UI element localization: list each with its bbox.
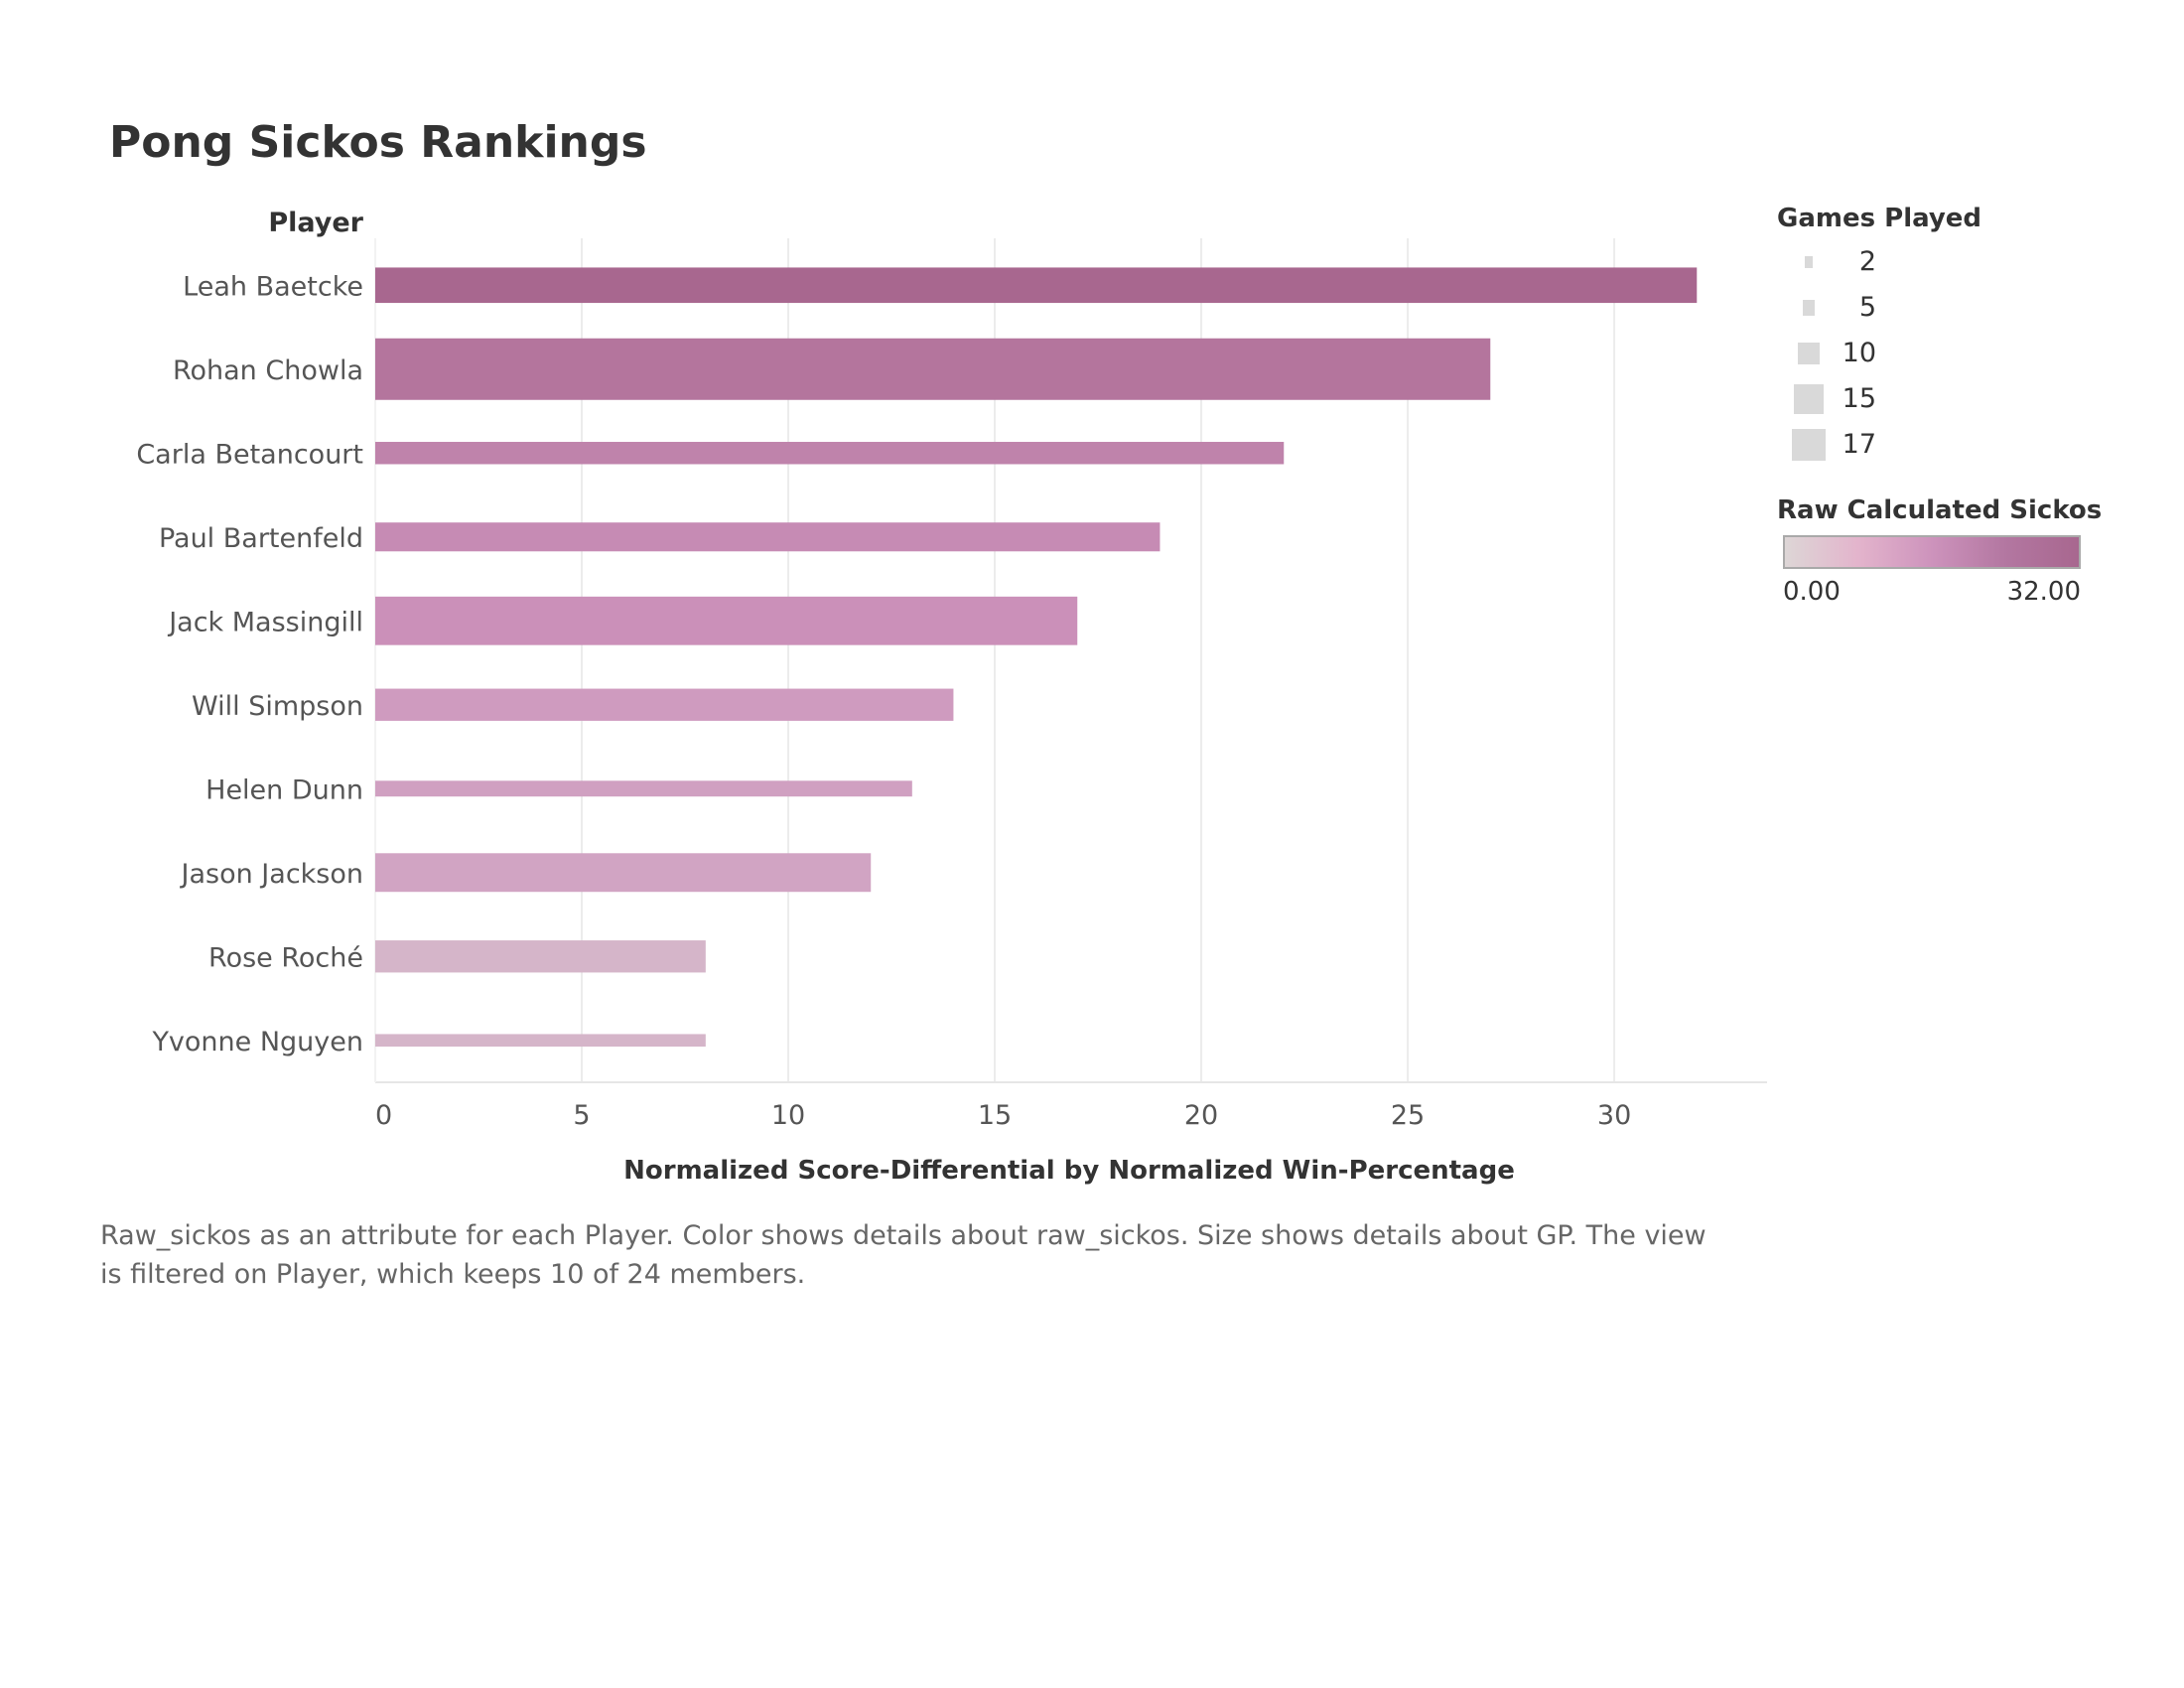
color-max-label: 32.00 [2006, 577, 2081, 607]
x-axis-title: Normalized Score-Differential by Normali… [623, 1156, 1515, 1186]
size-swatch [1793, 384, 1825, 414]
x-tick-label: 10 [771, 1100, 805, 1131]
chart-caption: Raw_sickos as an attribute for each Play… [100, 1220, 1706, 1290]
size-swatch [1802, 299, 1816, 317]
color-gradient [1783, 535, 2081, 569]
x-axis-ticks: 0 5 10 15 20 25 30 [375, 1100, 1631, 1131]
color-min-label: 0.00 [1783, 577, 1841, 607]
size-legend: 2 5 10 15 17 [1777, 239, 2105, 468]
x-tick-label: 25 [1391, 1100, 1425, 1131]
player-label: Helen Dunn [205, 774, 363, 805]
legend: Games Played 2 5 10 15 17 Raw Calculated Sic… [1777, 204, 2105, 607]
size-legend-label: 10 [1842, 338, 1876, 368]
bar[interactable] [375, 522, 1160, 552]
x-tick-label: 30 [1597, 1100, 1631, 1131]
x-tick-label: 20 [1184, 1100, 1218, 1131]
bar[interactable] [375, 780, 912, 797]
size-swatch [1798, 342, 1820, 365]
bar[interactable] [375, 853, 872, 893]
player-label: Leah Baetcke [183, 271, 363, 302]
size-legend-item: 5 [1777, 285, 2105, 331]
size-swatch [1792, 429, 1826, 461]
bars [375, 267, 1698, 1048]
size-swatch [1805, 255, 1813, 269]
size-legend-label: 5 [1858, 292, 1876, 323]
player-label: Rohan Chowla [173, 355, 363, 386]
x-tick-label: 0 [375, 1100, 392, 1131]
color-legend-title: Raw Calculated Sickos [1777, 495, 2103, 525]
row-labels: Leah Baetcke Rohan Chowla Carla Betancourt… [136, 271, 363, 1057]
row-header: Player [268, 208, 363, 238]
player-label: Carla Betancourt [136, 439, 363, 470]
size-legend-item: 17 [1777, 422, 2105, 468]
player-label: Yvonne Nguyen [151, 1027, 363, 1057]
size-legend-label: 2 [1858, 246, 1876, 277]
bar[interactable] [375, 596, 1078, 645]
player-label: Will Simpson [192, 691, 363, 722]
x-tick-label: 15 [978, 1100, 1012, 1131]
size-legend-item: 2 [1777, 239, 2105, 285]
bar[interactable] [375, 442, 1285, 465]
size-legend-title: Games Played [1777, 204, 1982, 233]
x-tick-label: 5 [573, 1100, 590, 1131]
bar[interactable] [375, 940, 706, 973]
size-legend-item: 15 [1777, 376, 2105, 422]
size-legend-item: 10 [1777, 331, 2105, 376]
bar[interactable] [375, 688, 954, 721]
bar[interactable] [375, 338, 1491, 400]
bar[interactable] [375, 267, 1698, 304]
bar[interactable] [375, 1034, 706, 1048]
player-label: Paul Bartenfeld [159, 523, 363, 554]
player-label: Jack Massingill [167, 607, 363, 637]
size-legend-label: 17 [1842, 429, 1876, 460]
player-label: Jason Jackson [180, 859, 363, 890]
player-label: Rose Roché [208, 942, 363, 973]
chart-title: Pong Sickos Rankings [109, 117, 647, 168]
size-legend-label: 15 [1842, 383, 1876, 414]
